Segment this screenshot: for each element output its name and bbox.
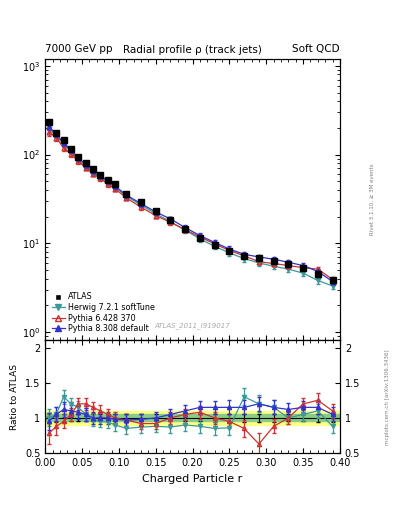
Text: 7000 GeV pp: 7000 GeV pp xyxy=(45,44,113,54)
Title: Radial profile ρ (track jets): Radial profile ρ (track jets) xyxy=(123,46,262,55)
Legend: ATLAS, Herwig 7.2.1 softTune, Pythia 6.428 370, Pythia 8.308 default: ATLAS, Herwig 7.2.1 softTune, Pythia 6.4… xyxy=(49,289,158,336)
Text: ATLAS_2011_I919017: ATLAS_2011_I919017 xyxy=(155,323,230,329)
Bar xyxy=(45,414,340,421)
Text: Soft QCD: Soft QCD xyxy=(292,44,340,54)
Y-axis label: Rivet 3.1.10, ≥ 3M events: Rivet 3.1.10, ≥ 3M events xyxy=(370,164,375,236)
X-axis label: Charged Particle r: Charged Particle r xyxy=(142,474,243,483)
Bar xyxy=(45,411,340,425)
Y-axis label: mcplots.cern.ch [arXiv:1306.3436]: mcplots.cern.ch [arXiv:1306.3436] xyxy=(385,349,390,444)
Y-axis label: Ratio to ATLAS: Ratio to ATLAS xyxy=(10,364,19,430)
